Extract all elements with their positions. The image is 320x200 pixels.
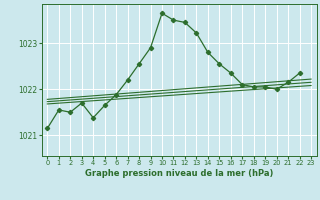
X-axis label: Graphe pression niveau de la mer (hPa): Graphe pression niveau de la mer (hPa) (85, 169, 273, 178)
